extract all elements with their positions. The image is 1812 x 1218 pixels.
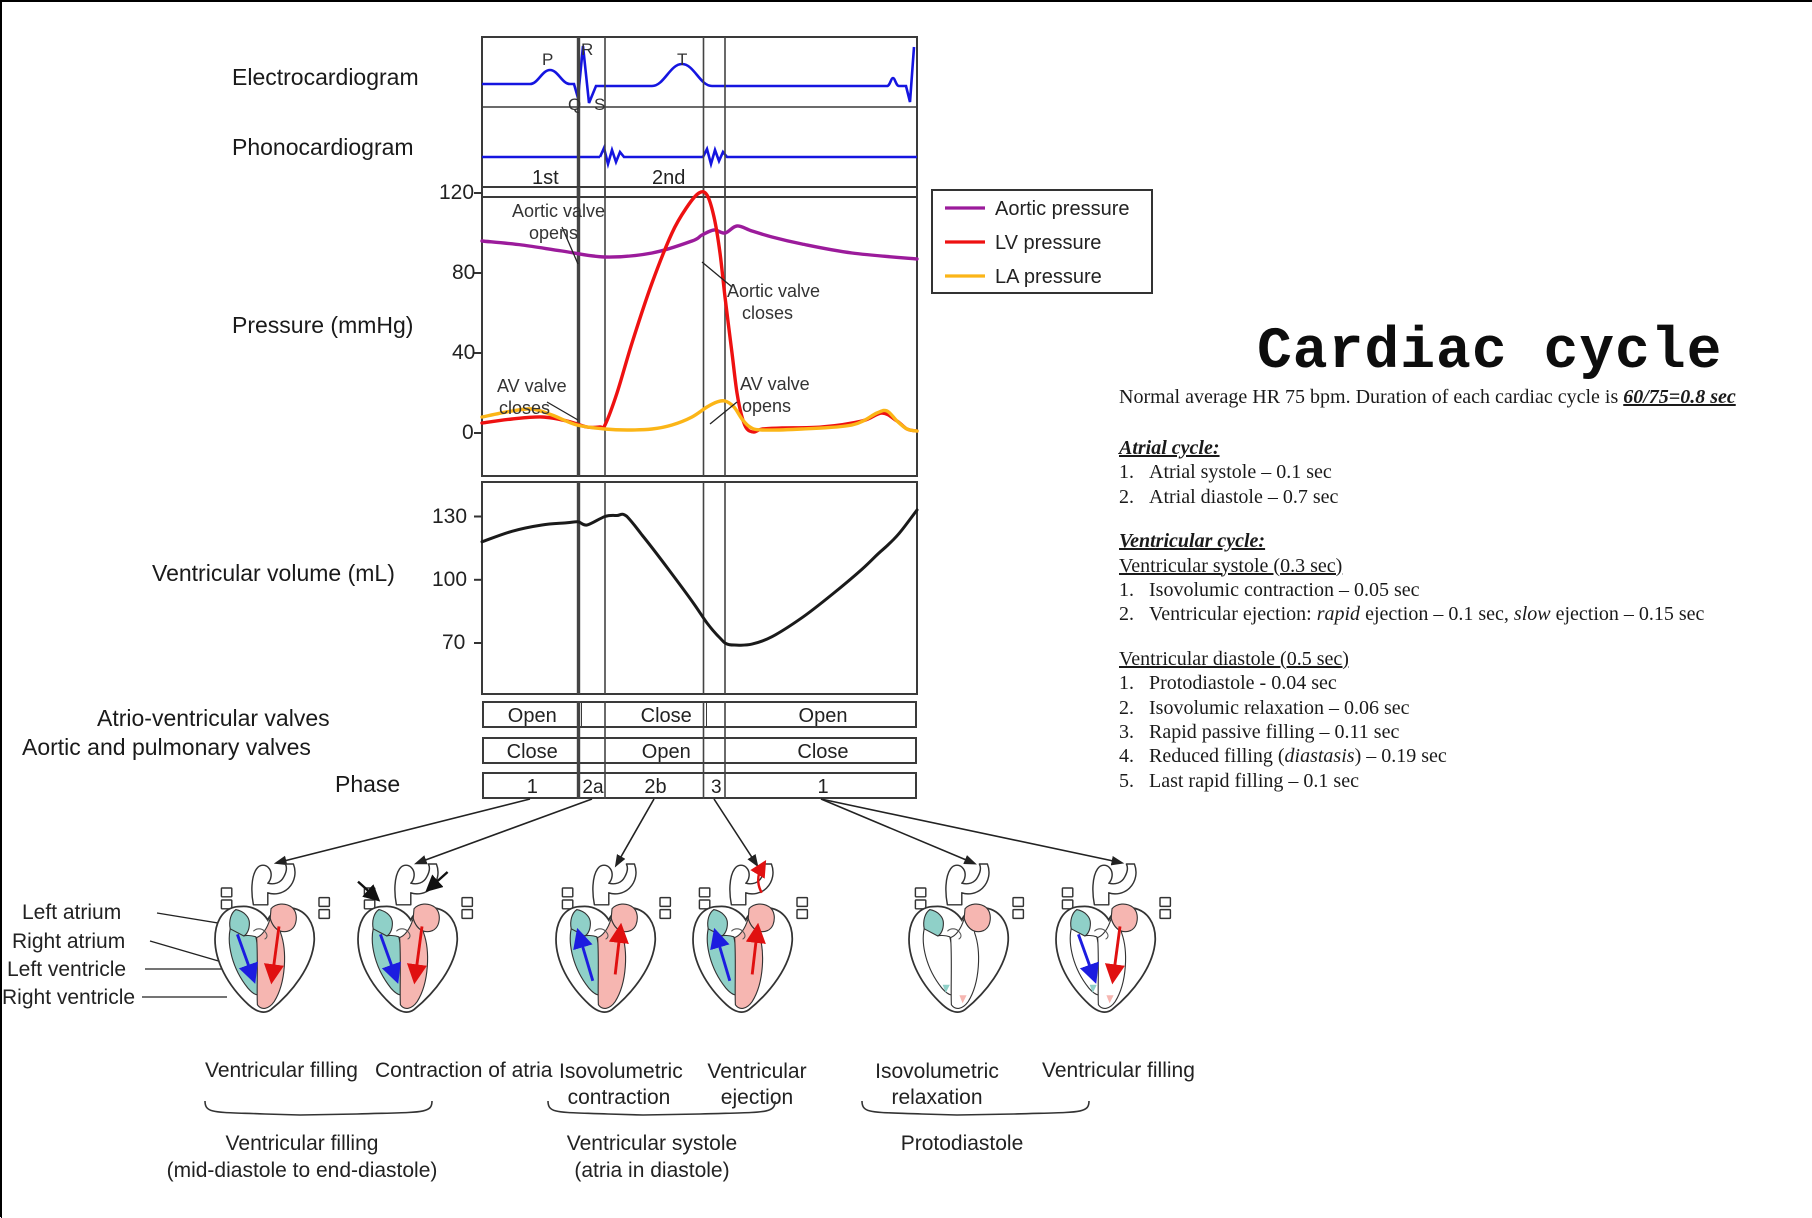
svg-text:Aortic pressure: Aortic pressure: [995, 198, 1130, 220]
svg-text:LV pressure: LV pressure: [995, 232, 1101, 254]
svg-text:T: T: [677, 50, 687, 69]
svg-text:closes: closes: [742, 303, 793, 323]
svg-text:130: 130: [432, 505, 467, 528]
svg-text:80: 80: [452, 261, 475, 284]
svg-text:AV valve: AV valve: [497, 376, 567, 396]
svg-text:AV valve: AV valve: [740, 374, 810, 394]
svg-text:Q: Q: [568, 95, 581, 114]
svg-text:opens: opens: [742, 396, 791, 416]
svg-text:1st: 1st: [532, 167, 559, 189]
svg-text:0: 0: [462, 421, 474, 444]
svg-text:LA pressure: LA pressure: [995, 266, 1102, 288]
svg-text:R: R: [581, 40, 593, 59]
svg-text:40: 40: [452, 341, 475, 364]
svg-text:120: 120: [439, 181, 474, 204]
svg-text:100: 100: [432, 568, 467, 591]
svg-text:closes: closes: [499, 398, 550, 418]
svg-text:Aortic valve: Aortic valve: [727, 281, 820, 301]
svg-text:2nd: 2nd: [652, 167, 685, 189]
svg-text:opens: opens: [529, 223, 578, 243]
svg-text:S: S: [594, 95, 605, 114]
svg-text:70: 70: [442, 631, 465, 654]
svg-text:P: P: [542, 50, 553, 69]
svg-text:Aortic valve: Aortic valve: [512, 201, 605, 221]
